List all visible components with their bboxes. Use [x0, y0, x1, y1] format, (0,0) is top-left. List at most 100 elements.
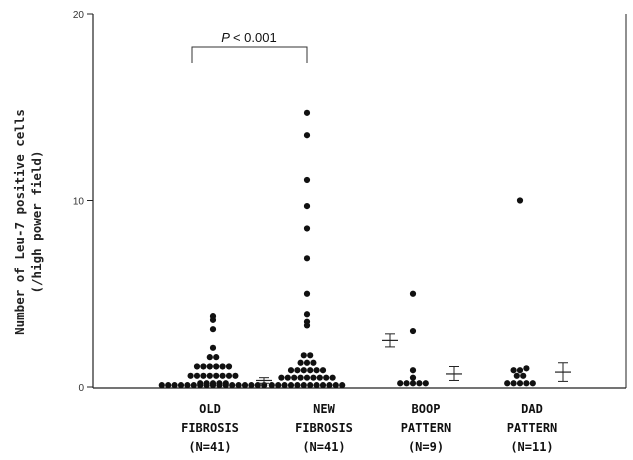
- data-point: [303, 311, 311, 318]
- error-bars: [256, 333, 571, 384]
- data-point: [504, 380, 511, 387]
- significance-bracket: [191, 46, 308, 63]
- data-point: [307, 352, 314, 359]
- category-label-line-2: PATTERN: [401, 421, 452, 435]
- data-point: [303, 290, 311, 297]
- data-point: [206, 363, 213, 370]
- data-point: [219, 363, 226, 370]
- data-point: [268, 382, 275, 389]
- data-point: [513, 372, 520, 379]
- data-point: [409, 367, 417, 374]
- data-point: [200, 372, 207, 379]
- y-tick-label: 10: [73, 197, 85, 208]
- data-point: [313, 367, 320, 374]
- data-point: [284, 374, 291, 381]
- data-point: [409, 290, 417, 297]
- p-value-annotation: P < 0.001: [191, 30, 308, 63]
- data-point: [319, 367, 327, 374]
- category-labels: OLD FIBROSIS (N=41) NEW FIBROSIS (N=41) BOOP PA…: [181, 402, 557, 454]
- data-point: [516, 367, 524, 374]
- data-point: [190, 382, 197, 389]
- data-point: [297, 359, 304, 366]
- category-label-line-3: (N=41): [188, 440, 231, 454]
- data-point: [303, 202, 311, 210]
- data-point: [248, 382, 255, 389]
- category-label-line-2: FIBROSIS: [295, 421, 353, 435]
- data-point: [177, 382, 185, 389]
- category-label-line-1: OLD: [199, 402, 221, 416]
- data-point: [319, 382, 327, 389]
- data-point: [193, 372, 201, 379]
- axes: [92, 14, 627, 389]
- y-ticks: 0 10 20: [73, 10, 93, 394]
- data-point: [300, 382, 307, 389]
- data-point: [422, 380, 429, 387]
- data-point: [209, 326, 217, 333]
- data-point: [287, 382, 295, 389]
- data-point: [216, 382, 223, 389]
- data-point: [235, 382, 242, 389]
- data-point: [300, 352, 307, 359]
- data-point: [409, 374, 417, 381]
- data-point: [416, 380, 423, 387]
- data-point: [206, 372, 213, 379]
- category-label-line-3: (N=41): [302, 440, 345, 454]
- data-point: [310, 359, 317, 366]
- data-point: [184, 382, 191, 389]
- data-point: [209, 344, 217, 351]
- data-point: [232, 372, 239, 379]
- data-point: [516, 380, 524, 387]
- data-point: [287, 367, 295, 374]
- data-point: [297, 374, 304, 381]
- category-label-line-3: (N=11): [510, 440, 553, 454]
- data-point: [219, 372, 226, 379]
- data-points: [158, 109, 536, 389]
- data-point: [294, 367, 301, 374]
- data-point: [281, 382, 288, 389]
- category-label-line-2: PATTERN: [507, 421, 558, 435]
- data-point: [300, 367, 307, 374]
- data-point: [165, 382, 172, 389]
- data-point: [339, 382, 346, 389]
- data-point: [403, 380, 410, 387]
- data-point: [222, 382, 229, 389]
- data-point: [303, 132, 311, 139]
- data-point: [209, 316, 217, 323]
- data-point: [510, 367, 517, 374]
- data-point: [303, 225, 311, 232]
- y-axis-title-line-1: Number of Leu-7 positive cells: [12, 109, 27, 335]
- data-point: [303, 359, 311, 366]
- data-point: [510, 380, 517, 387]
- data-point: [209, 382, 217, 389]
- data-point: [303, 109, 311, 116]
- data-point: [307, 367, 314, 374]
- data-point: [193, 363, 201, 370]
- data-point: [520, 372, 527, 379]
- data-point: [294, 382, 301, 389]
- data-point: [187, 372, 194, 379]
- y-tick-label: 0: [78, 383, 84, 394]
- data-point: [206, 354, 213, 361]
- data-point: [313, 382, 320, 389]
- data-point: [310, 374, 317, 381]
- data-point: [409, 327, 417, 335]
- data-point: [409, 380, 417, 387]
- data-point: [516, 197, 524, 204]
- data-point: [323, 374, 330, 381]
- data-point: [225, 372, 233, 379]
- data-point: [303, 322, 311, 329]
- category-label-line-1: DAD: [521, 402, 543, 416]
- category-label-line-1: NEW: [313, 402, 335, 416]
- data-point: [529, 380, 536, 387]
- data-point: [291, 374, 298, 381]
- data-point: [200, 363, 207, 370]
- data-point: [203, 382, 210, 389]
- data-point: [213, 354, 220, 361]
- data-point: [303, 255, 311, 262]
- data-point: [241, 382, 249, 389]
- data-point: [523, 365, 530, 372]
- data-point: [278, 374, 285, 381]
- p-value-letter: P: [221, 30, 230, 45]
- data-point: [225, 363, 233, 370]
